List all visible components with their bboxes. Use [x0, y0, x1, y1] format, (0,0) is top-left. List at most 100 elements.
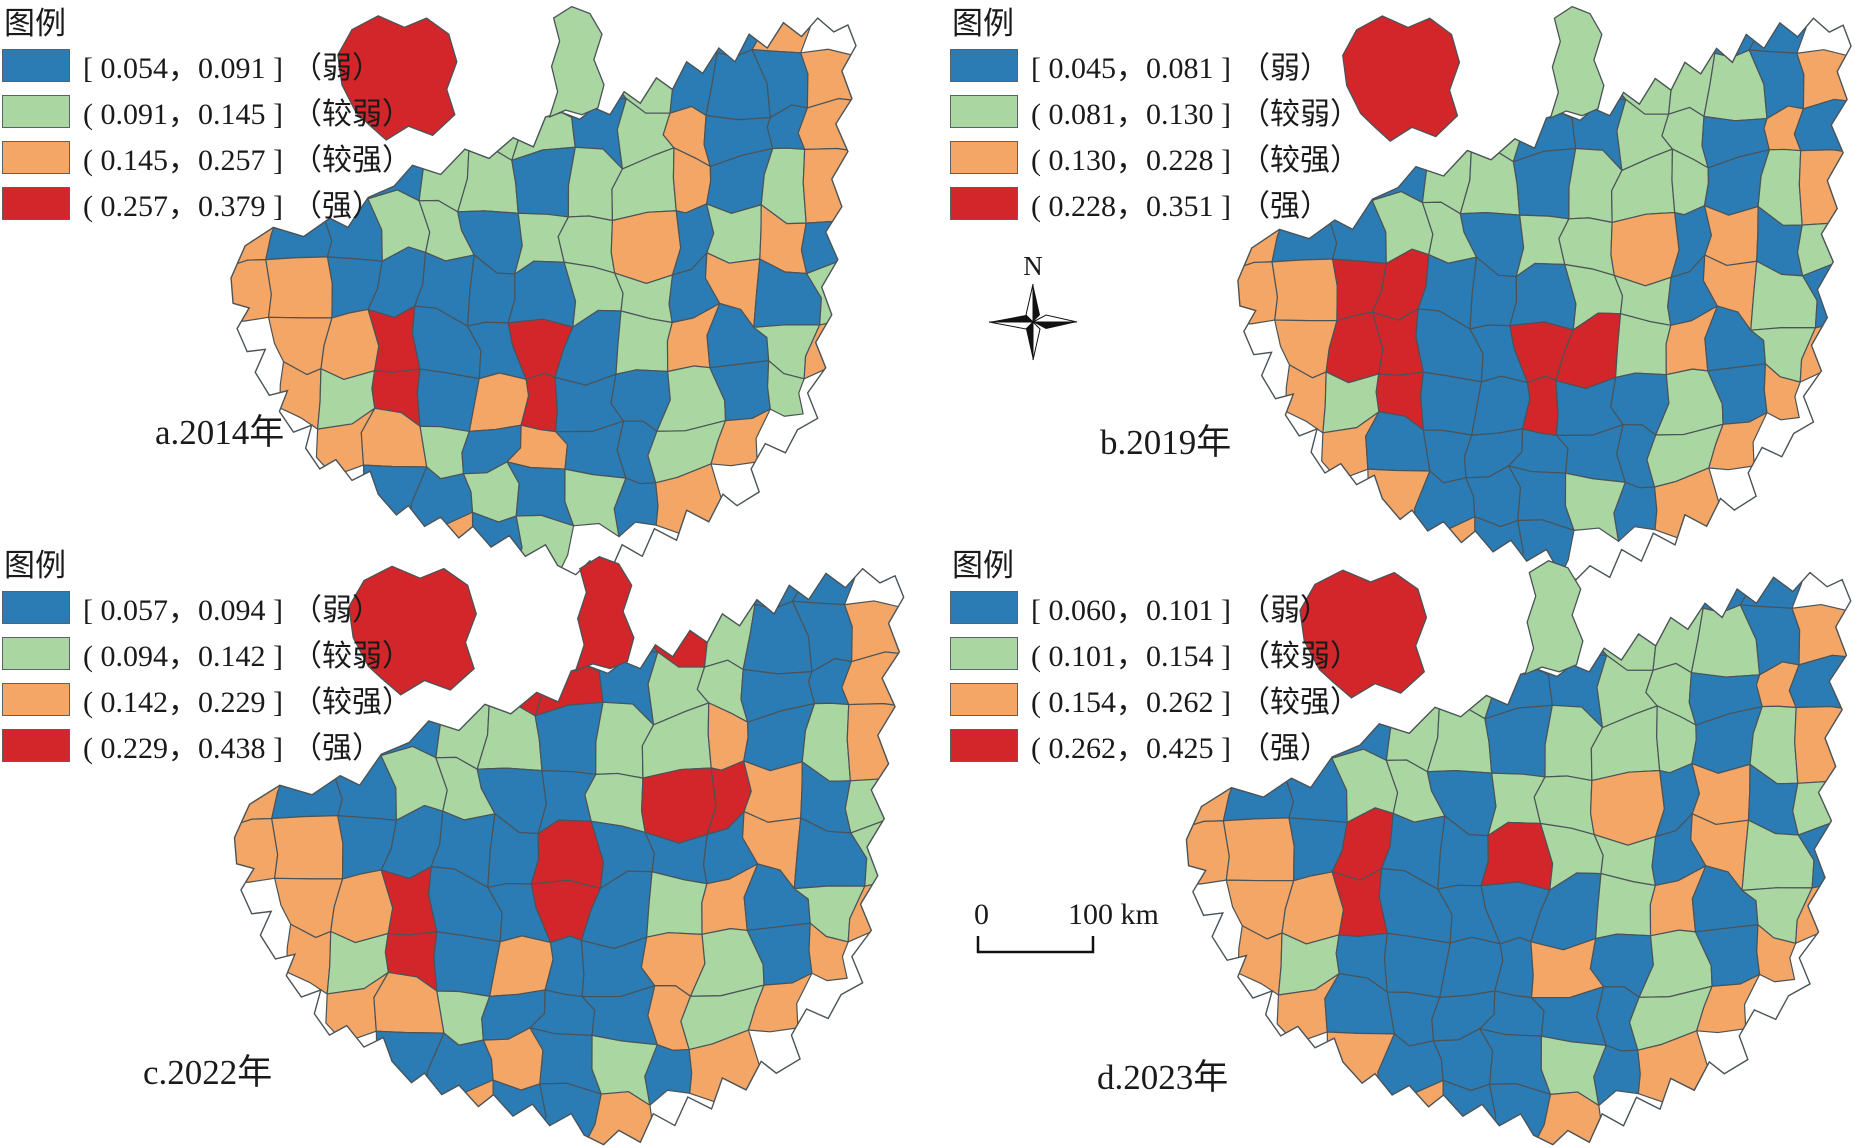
legend-range: [ 0.045，0.081 ] — [1031, 52, 1231, 86]
legend-swatch — [950, 682, 1018, 716]
choropleth-map-2022 — [228, 552, 908, 1147]
county-region — [1757, 925, 1796, 982]
northwest-region — [1300, 570, 1426, 698]
legend-range: ( 0.142，0.229 ] — [83, 686, 283, 720]
county-region — [803, 149, 856, 224]
county-region — [1596, 874, 1656, 939]
legend-title: 图例 — [4, 6, 66, 41]
map-label-2023: d.2023年 — [1097, 1058, 1229, 1097]
legend-swatch — [2, 728, 70, 762]
legend-range: ( 0.228，0.351 ] — [1031, 190, 1231, 224]
legend-class-name: （强） — [1239, 190, 1330, 224]
county-region — [1611, 213, 1679, 286]
county-region — [1443, 1080, 1496, 1145]
legend-class-name: （弱） — [291, 594, 382, 628]
legend-class-name: （较强） — [1239, 686, 1360, 720]
county-region — [642, 768, 716, 843]
county-region — [1223, 818, 1294, 881]
county-region — [1531, 1092, 1601, 1145]
legend-swatch — [950, 636, 1018, 670]
county-region — [847, 704, 904, 781]
legend-row: [ 0.054，0.091 ] （弱） — [2, 48, 412, 85]
county-region — [469, 373, 528, 431]
legend-range: ( 0.145，0.257 ] — [83, 144, 283, 178]
county-region — [493, 1080, 546, 1145]
scale-distance-label: 100 km — [1068, 898, 1159, 931]
county-region — [1609, 18, 1670, 60]
scale-bar-line — [976, 936, 1095, 954]
legend-range: [ 0.054，0.091 ] — [83, 52, 283, 86]
map-label-2019: b.2019年 — [1100, 423, 1232, 462]
legend-title: 图例 — [4, 548, 66, 583]
county-region — [639, 568, 706, 611]
northwest-region — [349, 566, 476, 695]
legend-swatch — [2, 48, 70, 82]
county-region — [521, 373, 557, 432]
legend-swatch — [2, 140, 70, 174]
legend-range: ( 0.229，0.438 ] — [83, 732, 283, 766]
county-region — [744, 761, 803, 822]
tongue-region — [1550, 7, 1603, 118]
legend-range: [ 0.060，0.101 ] — [1031, 594, 1231, 628]
legend-swatch — [2, 94, 70, 128]
tongue-region — [550, 7, 604, 117]
county-region — [1692, 764, 1750, 825]
county-region — [752, 18, 816, 53]
county-region — [272, 816, 343, 879]
county-region — [1481, 822, 1553, 890]
legend-class-name: （弱） — [1239, 52, 1330, 86]
legend-class-name: （强） — [291, 732, 382, 766]
province-outline — [1238, 18, 1851, 579]
county-region — [1384, 933, 1450, 997]
county-region — [1421, 372, 1482, 435]
legend-class-name: （较弱） — [291, 98, 412, 132]
legend-swatch — [950, 140, 1018, 174]
legend-range: [ 0.057，0.094 ] — [83, 594, 283, 628]
legend-class-name: （较强） — [291, 686, 412, 720]
province-outline — [234, 569, 903, 1145]
county-region — [535, 702, 603, 774]
county-region — [707, 204, 762, 263]
legend-row: ( 0.081，0.130 ] （较弱） — [950, 94, 1360, 131]
scale-bar: 0 100 km — [970, 898, 1190, 960]
county-region — [1764, 364, 1800, 420]
legend-swatch — [950, 94, 1018, 128]
legend-class-name: （强） — [1239, 732, 1330, 766]
map-label-2014: a.2014年 — [155, 413, 285, 452]
legend-row: ( 0.262，0.425 ] （强） — [950, 728, 1360, 765]
county-region — [1485, 705, 1552, 777]
legend-swatch — [950, 186, 1018, 220]
map-label-2022: c.2022年 — [143, 1053, 273, 1092]
legend-class-name: （较弱） — [1239, 640, 1360, 674]
county-region — [1272, 259, 1337, 321]
choropleth-map-2014 — [225, 2, 860, 577]
legend-row: [ 0.057，0.094 ] （弱） — [2, 590, 412, 627]
county-region — [1463, 52, 1520, 117]
legend-class-name: （强） — [291, 190, 382, 224]
compass-rose: N — [988, 253, 1078, 383]
legend-row: ( 0.228，0.351 ] （强） — [950, 186, 1360, 223]
legend-class-name: （弱） — [291, 52, 382, 86]
county-region — [1591, 771, 1665, 846]
legend-2022: 图例 [ 0.057，0.094 ] （弱）( 0.094，0.142 ] （较弱）… — [2, 548, 412, 775]
county-region — [581, 1092, 652, 1145]
legend-swatch — [2, 186, 70, 220]
legend-row: ( 0.145，0.257 ] （较强） — [2, 140, 412, 177]
legend-range: ( 0.262，0.425 ] — [1031, 732, 1231, 766]
county-region — [1472, 376, 1530, 435]
legend-swatch — [950, 590, 1018, 624]
county-region — [1523, 376, 1559, 435]
county-region — [1651, 572, 1703, 615]
legend-range: ( 0.094，0.142 ] — [83, 640, 283, 674]
north-label: N — [1023, 251, 1043, 281]
legend-2023: 图例 [ 0.060，0.101 ] （弱）( 0.101，0.154 ] （较弱）… — [950, 548, 1360, 775]
legend-class-name: （较弱） — [1239, 98, 1360, 132]
county-region — [768, 361, 805, 417]
county-region — [508, 261, 575, 327]
county-region — [809, 923, 848, 980]
legend-swatch — [2, 590, 70, 624]
legend-row: ( 0.091，0.145 ] （较弱） — [2, 94, 412, 131]
county-region — [417, 369, 479, 431]
county-region — [460, 52, 518, 117]
